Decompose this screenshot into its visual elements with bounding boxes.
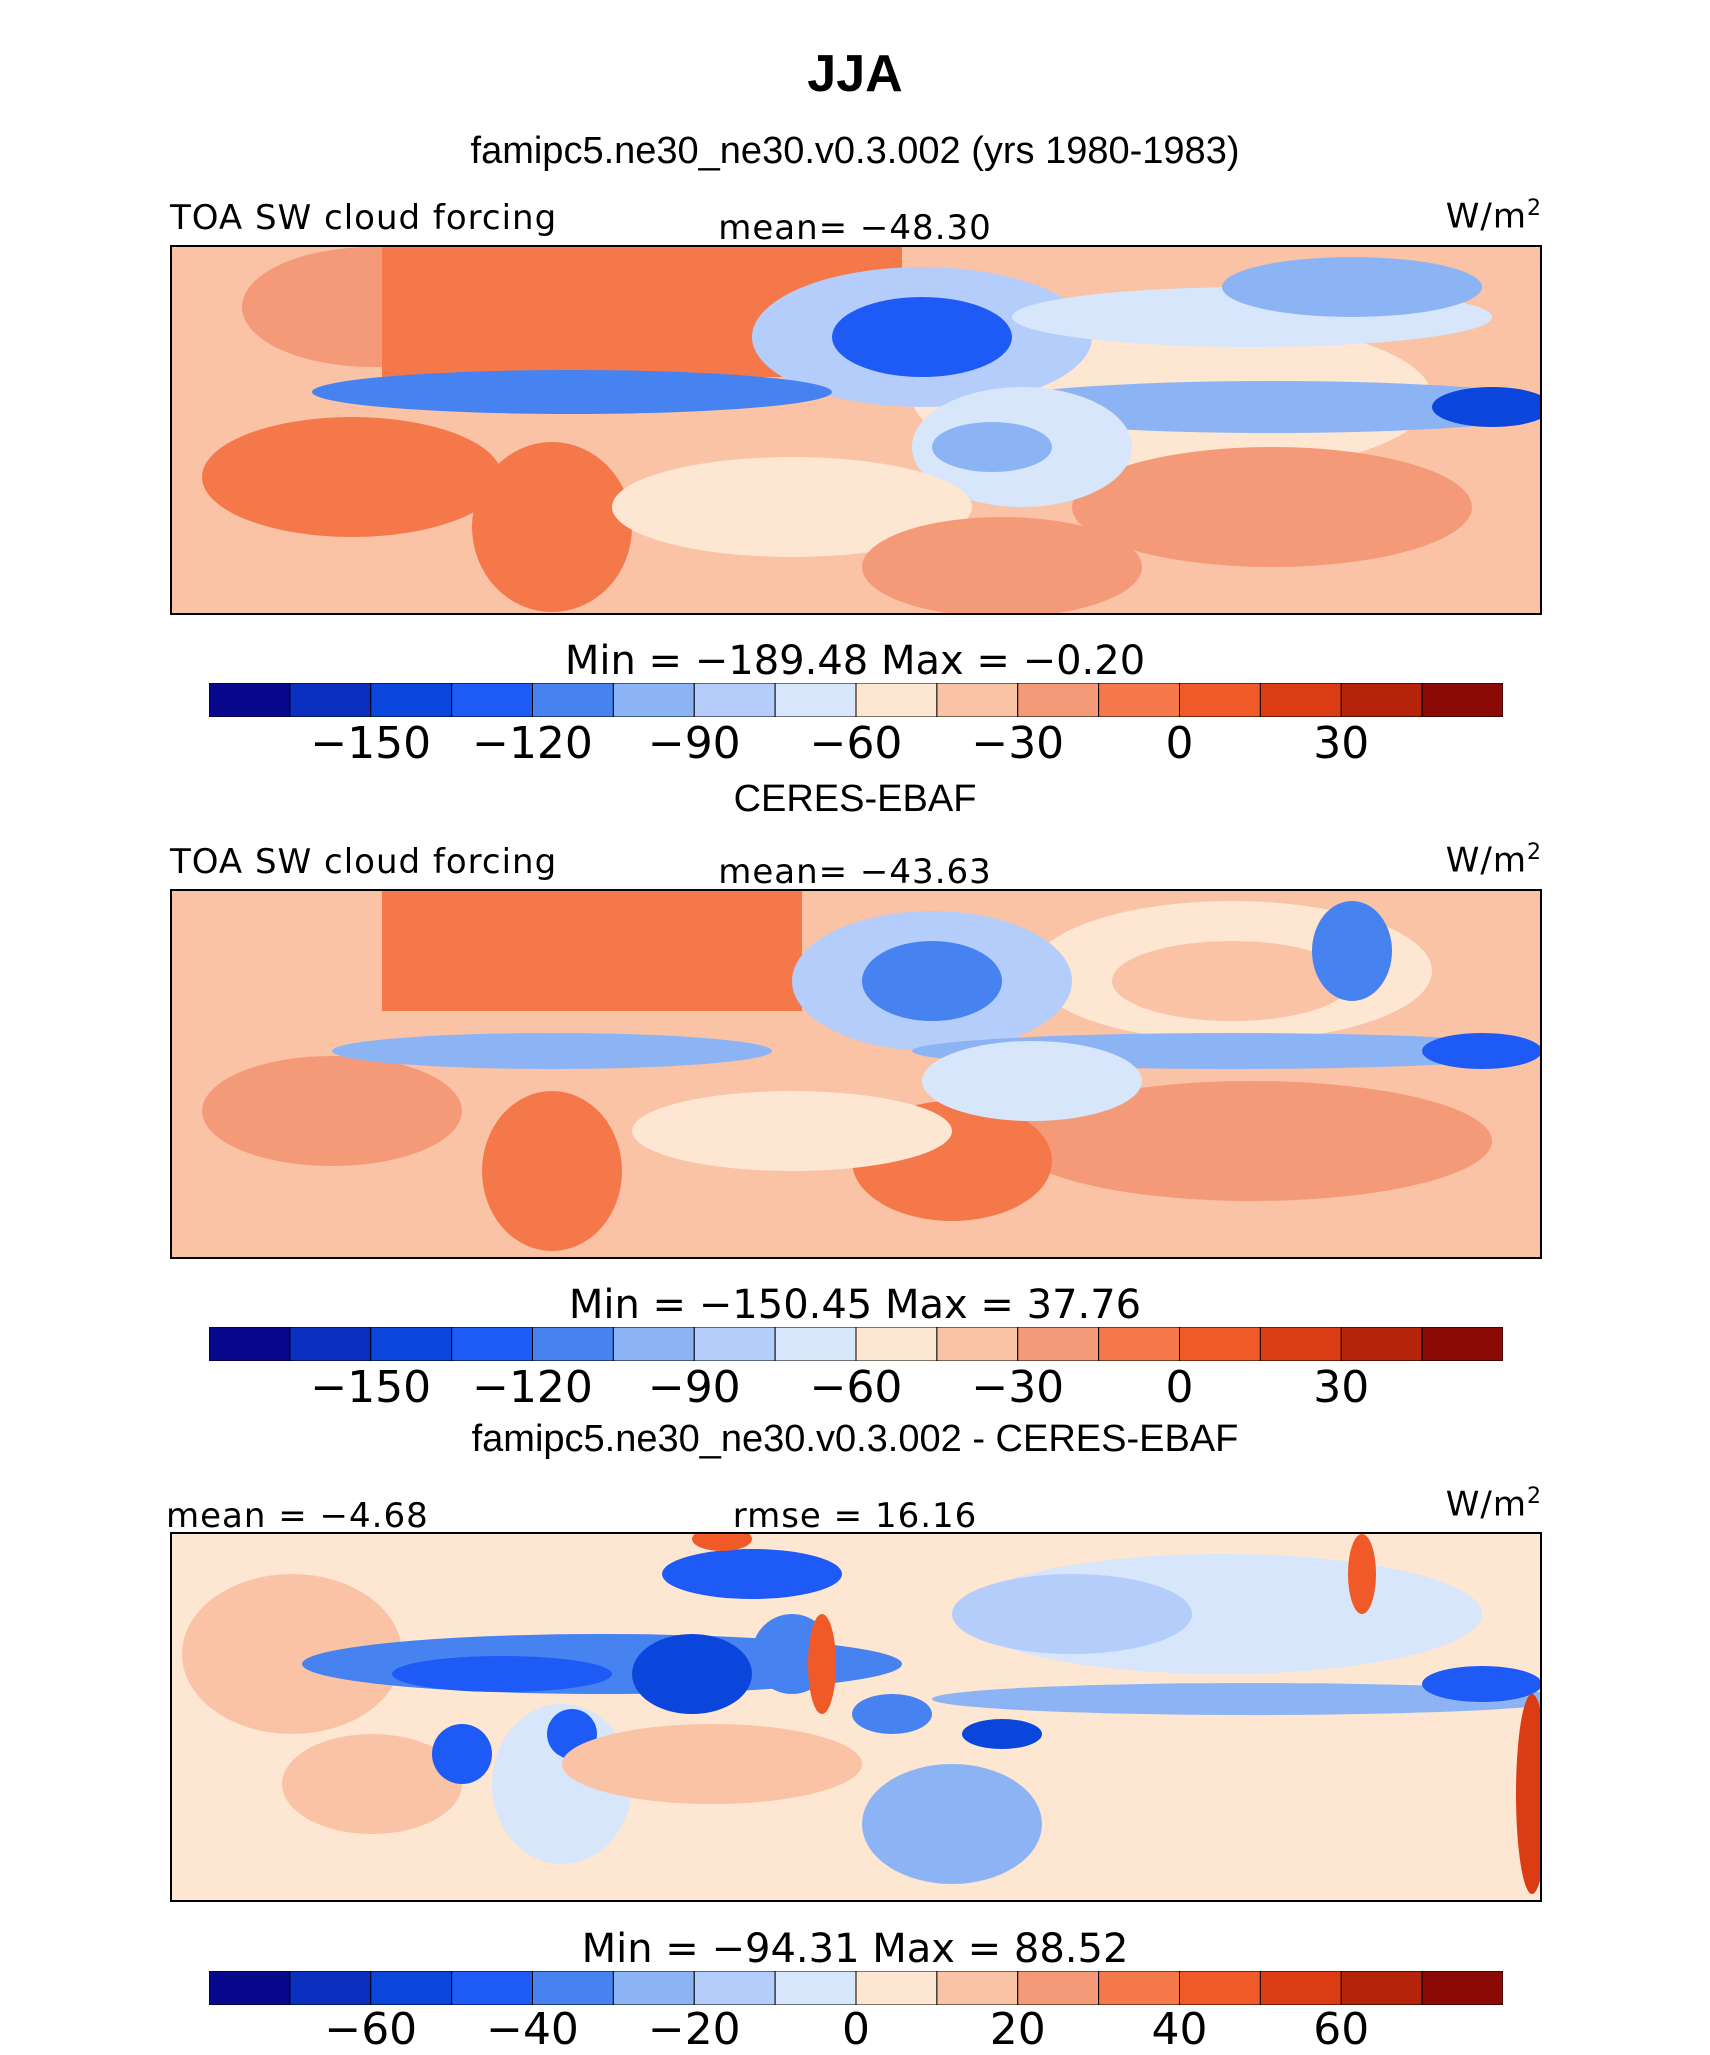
panel2-units-label: W/m2: [1445, 840, 1542, 881]
colorbar-segment: [451, 1327, 533, 1361]
colorbar-segment: [1017, 683, 1100, 717]
colorbar-segment: [209, 683, 291, 717]
colorbar-segment: [370, 683, 453, 717]
colorbar-segment: [612, 683, 695, 717]
panel3-units-label: W/m2: [1445, 1484, 1542, 1525]
colorbar-tick-label: 20: [989, 2004, 1046, 2055]
figure-title: JJA: [807, 45, 903, 103]
panel3-mean-label: mean = −4.68: [166, 1496, 429, 1536]
colorbar-tick-label: −150: [310, 718, 432, 769]
colorbar-segment: [1098, 1971, 1180, 2005]
colorbar-tick-label: −60: [324, 2004, 418, 2055]
colorbar-tick-label: −60: [809, 718, 903, 769]
colorbar-tick-label: −120: [472, 718, 593, 769]
colorbar-segment: [1259, 1971, 1342, 2005]
panel3-colorbar-ticks: −60 −40 −20 0 20 40 60: [0, 2004, 1710, 2055]
panel2-colorbar: [209, 1327, 1503, 1361]
colorbar-tick-label: 30: [1313, 1362, 1370, 1413]
colorbar-segment: [451, 683, 533, 717]
panel2-colorbar-ticks: −150 −120 −90 −60 −30 0 30: [0, 1362, 1710, 1413]
colorbar-segment: [1340, 1327, 1423, 1361]
colorbar-tick-label: −90: [647, 718, 741, 769]
panel3-map: [170, 1532, 1542, 1902]
panel2-mean-label: mean= −43.63: [718, 852, 992, 892]
colorbar-tick-label: 60: [1313, 2004, 1370, 2055]
colorbar-segment: [1179, 683, 1261, 717]
panel3-rmse-label: rmse = 16.16: [732, 1496, 978, 1536]
colorbar-segment: [1098, 1327, 1180, 1361]
panel3-title: famipc5.ne30_ne30.v0.3.002 - CERES-EBAF: [471, 1418, 1239, 1460]
colorbar-segment: [1017, 1327, 1100, 1361]
colorbar-tick-label: −30: [971, 718, 1065, 769]
colorbar-segment: [1259, 683, 1342, 717]
colorbar-segment: [1098, 683, 1180, 717]
colorbar-tick-label: 30: [1313, 718, 1370, 769]
colorbar-segment: [289, 1327, 372, 1361]
panel1-variable-label: TOA SW cloud forcing: [170, 198, 558, 238]
colorbar-segment: [370, 1327, 453, 1361]
colorbar-segment: [1179, 1327, 1261, 1361]
colorbar-segment: [451, 1971, 533, 2005]
colorbar-segment: [774, 1327, 857, 1361]
panel1-minmax: Min = −189.48 Max = −0.20: [564, 638, 1146, 684]
colorbar-segment: [774, 683, 857, 717]
colorbar-segment: [1421, 1971, 1503, 2005]
colorbar-segment: [936, 1971, 1019, 2005]
colorbar-segment: [289, 683, 372, 717]
panel2-title: CERES-EBAF: [733, 778, 977, 820]
colorbar-segment: [1017, 1971, 1100, 2005]
colorbar-segment: [209, 1327, 291, 1361]
colorbar-segment: [693, 683, 776, 717]
panel2-variable-label: TOA SW cloud forcing: [170, 842, 558, 882]
colorbar-tick-label: −90: [647, 1362, 741, 1413]
panel1-units-label: W/m2: [1445, 196, 1542, 237]
colorbar-tick-label: −40: [486, 2004, 579, 2055]
panel1-colorbar: [209, 683, 1503, 717]
panel3-minmax: Min = −94.31 Max = 88.52: [581, 1926, 1129, 1972]
colorbar-segment: [532, 1327, 614, 1361]
colorbar-tick-label: 0: [1165, 718, 1194, 769]
colorbar-tick-label: −30: [971, 1362, 1065, 1413]
panel1-colorbar-ticks: −150 −120 −90 −60 −30 0 30: [0, 718, 1710, 769]
colorbar-segment: [370, 1971, 453, 2005]
colorbar-tick-label: 0: [1165, 1362, 1194, 1413]
colorbar-segment: [1259, 1327, 1342, 1361]
colorbar-tick-label: 0: [842, 2004, 870, 2055]
panel1-map: [170, 245, 1542, 615]
colorbar-tick-label: −120: [472, 1362, 593, 1413]
colorbar-segment: [612, 1327, 695, 1361]
colorbar-segment: [1421, 1327, 1503, 1361]
colorbar-segment: [289, 1971, 372, 2005]
colorbar-segment: [693, 1971, 776, 2005]
colorbar-segment: [532, 683, 614, 717]
colorbar-segment: [1340, 1971, 1423, 2005]
colorbar-tick-label: −60: [809, 1362, 903, 1413]
colorbar-segment: [532, 1971, 614, 2005]
colorbar-segment: [1179, 1971, 1261, 2005]
colorbar-segment: [774, 1971, 857, 2005]
panel1-title: famipc5.ne30_ne30.v0.3.002 (yrs 1980-198…: [470, 130, 1240, 172]
panel1-mean-label: mean= −48.30: [718, 208, 992, 248]
colorbar-segment: [855, 683, 938, 717]
colorbar-segment: [209, 1971, 291, 2005]
panel3-colorbar: [209, 1971, 1503, 2005]
colorbar-segment: [855, 1971, 938, 2005]
panel2-minmax: Min = −150.45 Max = 37.76: [568, 1282, 1142, 1328]
colorbar-segment: [1340, 683, 1423, 717]
colorbar-segment: [612, 1971, 695, 2005]
colorbar-segment: [693, 1327, 776, 1361]
colorbar-segment: [1421, 683, 1503, 717]
colorbar-tick-label: −150: [310, 1362, 432, 1413]
colorbar-segment: [936, 1327, 1019, 1361]
colorbar-tick-label: 40: [1151, 2004, 1208, 2055]
colorbar-segment: [936, 683, 1019, 717]
panel2-map: [170, 889, 1542, 1259]
colorbar-tick-label: −20: [647, 2004, 741, 2055]
colorbar-segment: [855, 1327, 938, 1361]
